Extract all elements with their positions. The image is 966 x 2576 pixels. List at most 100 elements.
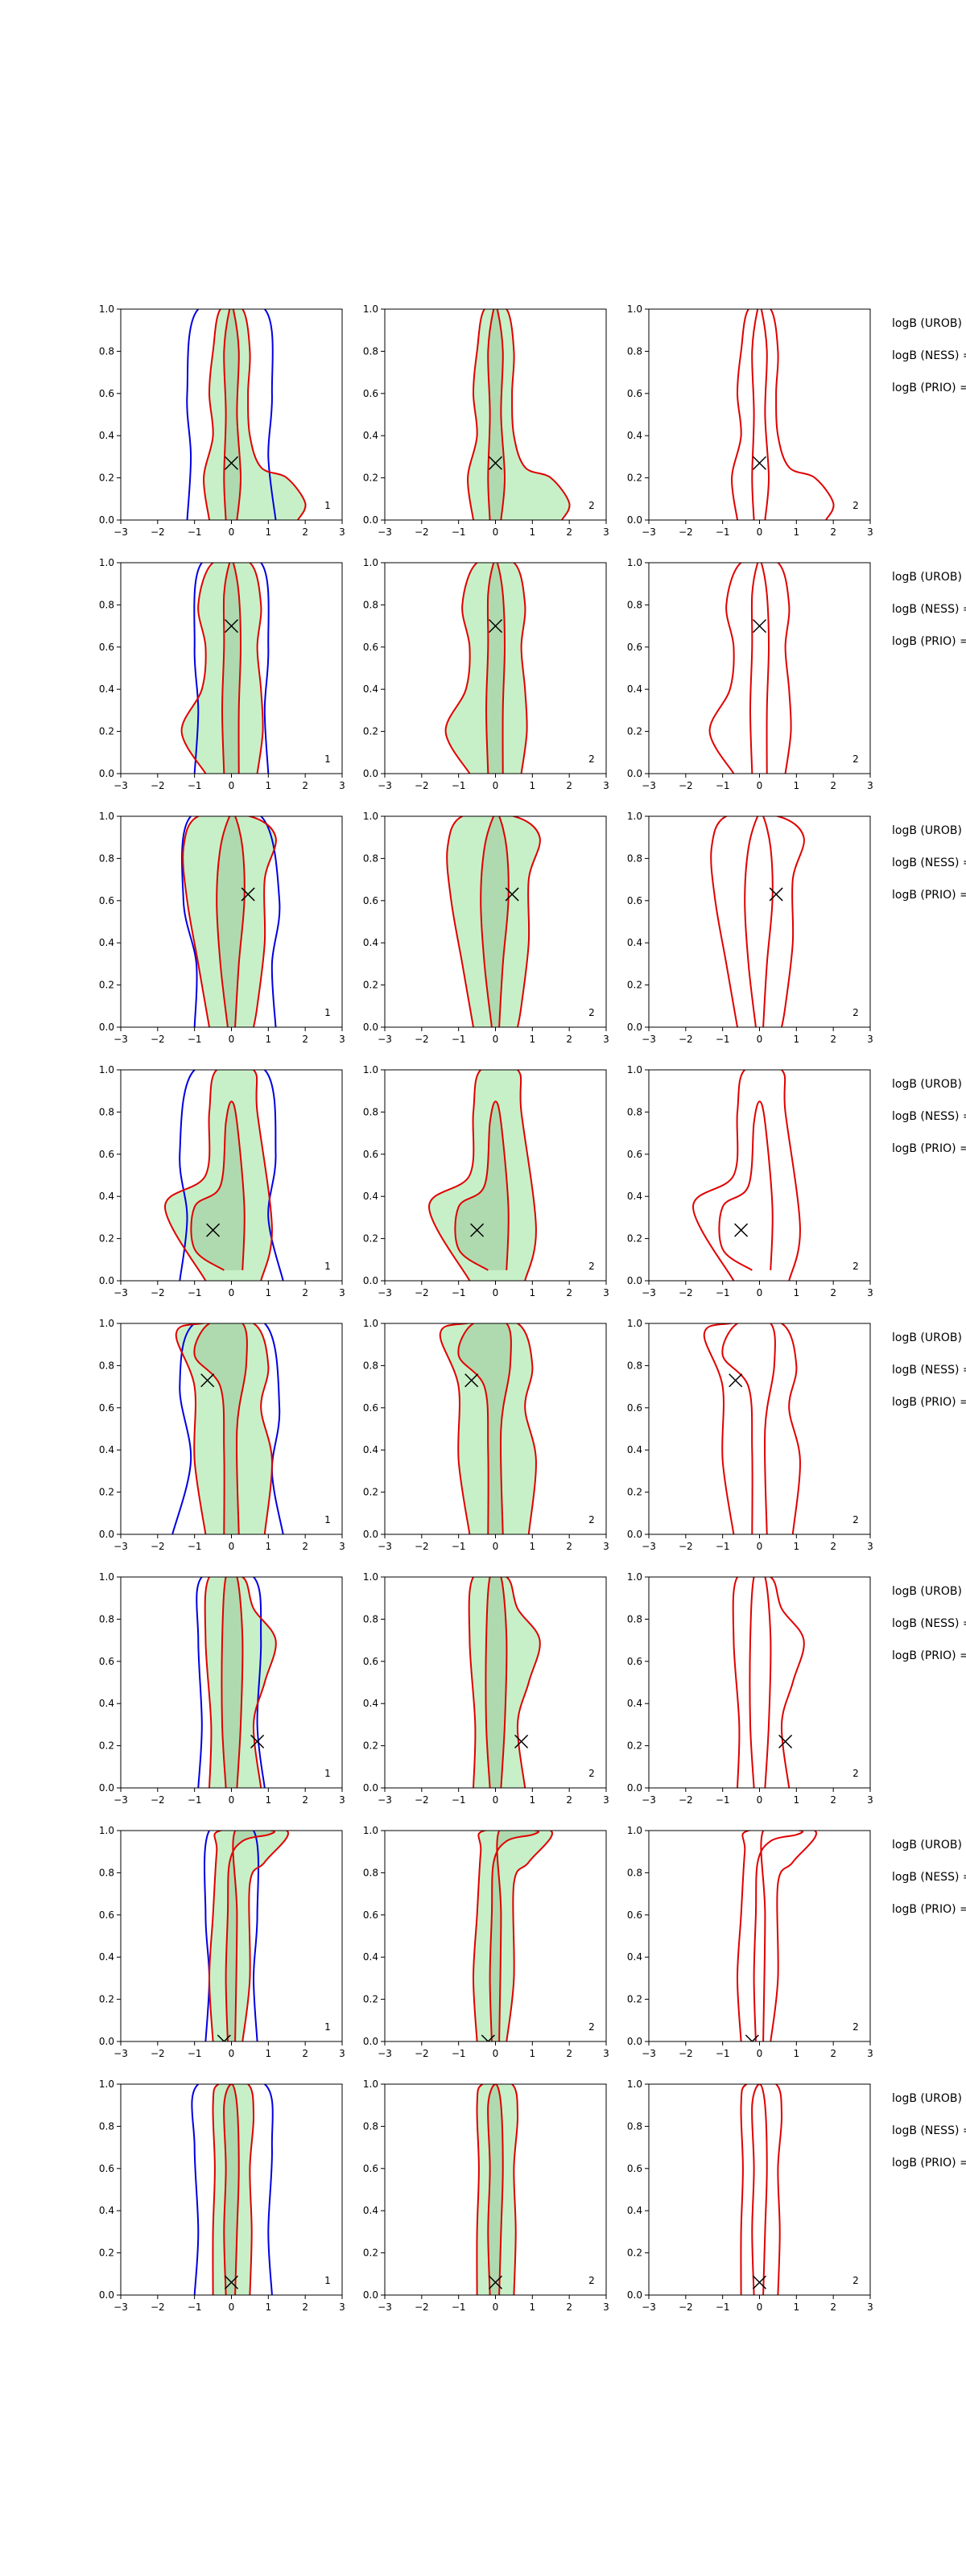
y-tick-label: 0.4 (99, 430, 114, 441)
x-tick-label: −3 (642, 1034, 656, 1045)
y-tick-label: 0.6 (627, 1149, 642, 1160)
blue-contour (180, 816, 281, 1027)
y-tick-label: 0.2 (99, 980, 114, 991)
red-contour-inner (751, 309, 770, 520)
y-tick-label: 0.0 (99, 514, 114, 526)
x-marker (505, 887, 519, 902)
red-contour-inner (223, 2084, 240, 2295)
x-tick-label: 0 (757, 526, 763, 538)
x-marker (488, 619, 503, 634)
x-tick-label: −3 (378, 1287, 392, 1298)
x-tick-label: −2 (679, 2301, 693, 2313)
x-tick-label: 0 (757, 2301, 763, 2313)
x-tick-label: 0 (757, 780, 763, 791)
x-tick-label: 3 (603, 780, 609, 791)
x-tick-label: 1 (794, 780, 800, 791)
red-contour-inner (753, 1831, 804, 2041)
x-tick-label: −1 (716, 2301, 730, 2313)
x-tick-label: 0 (229, 1794, 235, 1806)
red-contour-outer (740, 2084, 783, 2295)
x-tick-label: −1 (188, 1287, 202, 1298)
y-tick-label: 0.2 (363, 1740, 378, 1752)
y-tick-label: 0.6 (627, 388, 642, 399)
y-tick-label: 0.8 (627, 2120, 642, 2132)
panel-r8-c3: −3 −2 −1 0 1 2 3 0.0 0.2 0.4 0.6 0.8 1.0 2 (627, 2079, 873, 2313)
x-tick-label: −2 (415, 1541, 429, 1552)
x-tick-label: −3 (642, 1794, 656, 1806)
x-marker (734, 1223, 749, 1237)
x-marker (488, 2275, 503, 2289)
y-tick-label: 0.2 (99, 1740, 114, 1752)
plot-area (736, 1831, 818, 2041)
y-tick-label: 0.2 (363, 2248, 378, 2259)
x-tick-label: 2 (566, 1034, 572, 1045)
x-tick-label: 1 (266, 1794, 272, 1806)
y-tick-label: 0.6 (627, 1909, 642, 1921)
axes-frame (648, 2083, 871, 2296)
panel-tag: 2 (588, 500, 595, 511)
y-tick-label: 0.2 (627, 2248, 642, 2259)
y-tick-label: 0.4 (627, 2205, 642, 2216)
y-tick-label: 0.4 (363, 1191, 378, 1202)
legend-label: logB (UROB) = (892, 824, 966, 837)
panel-r3-c2: −3 −2 −1 0 1 2 3 0.0 0.2 0.4 0.6 0.8 1.0 2 (363, 811, 609, 1045)
panel-r5-c1: −3 −2 −1 0 1 2 3 0.0 0.2 0.4 0.6 0.8 1.0 1 (99, 1318, 345, 1552)
y-tick-label: 0.6 (99, 388, 114, 399)
y-tick-label: 1.0 (627, 1571, 642, 1583)
panel-r4-c3: −3 −2 −1 0 1 2 3 0.0 0.2 0.4 0.6 0.8 1.0 2 (627, 1064, 873, 1298)
x-tick-label: 2 (830, 780, 836, 791)
legend-label: logB (PRIO) = (892, 382, 966, 394)
x-marker (241, 887, 255, 902)
x-tick-label: 0 (493, 1034, 499, 1045)
y-tick-label: 0.6 (363, 388, 378, 399)
red-contour-inner (487, 2084, 504, 2295)
x-marker (514, 1734, 529, 1748)
panel-tag: 1 (324, 1768, 331, 1779)
blue-contour (186, 309, 277, 520)
y-tick-label: 1.0 (627, 811, 642, 822)
plot-area (203, 1831, 290, 2041)
red-contour-inner (190, 1100, 246, 1271)
x-tick-label: 3 (867, 1794, 873, 1806)
y-tick-label: 0.8 (99, 345, 114, 357)
y-tick-label: 0.2 (627, 726, 642, 737)
legend-label: logB (UROB) = (892, 1078, 966, 1091)
x-tick-label: 3 (867, 1541, 873, 1552)
y-tick-label: 0.0 (627, 1275, 642, 1286)
x-tick-label: −1 (452, 1794, 466, 1806)
y-tick-label: 1.0 (99, 2079, 114, 2090)
x-tick-label: −3 (642, 1287, 656, 1298)
y-tick-label: 0.0 (627, 514, 642, 526)
x-tick-label: −1 (188, 1034, 202, 1045)
plot-area (186, 309, 307, 520)
plot-area (171, 1323, 284, 1534)
legend-label: logB (PRIO) = (892, 889, 966, 902)
x-tick-label: 3 (603, 1541, 609, 1552)
y-tick-label: 1.0 (627, 2079, 642, 2090)
row-legend-4: logB (UROB) = logB (NESS) = logB (PRIO) = (892, 1078, 966, 1155)
panel-tag: 1 (324, 1007, 331, 1018)
x-marker (464, 1373, 479, 1388)
y-tick-label: 0.0 (99, 2289, 114, 2301)
y-tick-label: 0.2 (627, 1233, 642, 1245)
plot-area (731, 309, 835, 520)
legend-label: logB (UROB) = (892, 1331, 966, 1344)
x-tick-label: 1 (530, 2301, 536, 2313)
y-tick-label: 0.4 (99, 1191, 114, 1202)
y-tick-label: 0.2 (99, 1233, 114, 1245)
y-tick-label: 0.8 (363, 852, 378, 864)
panel-tag: 2 (588, 1261, 595, 1272)
legend-label: logB (NESS) = (892, 1871, 966, 1884)
legend-label: logB (PRIO) = (892, 1649, 966, 1662)
x-tick-label: −1 (188, 2301, 202, 2313)
x-tick-label: −1 (716, 1034, 730, 1045)
x-tick-label: 0 (757, 1794, 763, 1806)
x-marker (206, 1223, 221, 1237)
plot-area (467, 309, 571, 520)
x-tick-label: 1 (530, 526, 536, 538)
x-tick-label: 1 (266, 526, 272, 538)
filled-region-inner (194, 1323, 247, 1534)
filled-region-inner (221, 1577, 243, 1788)
x-tick-label: −3 (114, 1034, 128, 1045)
x-tick-label: 1 (266, 1287, 272, 1298)
